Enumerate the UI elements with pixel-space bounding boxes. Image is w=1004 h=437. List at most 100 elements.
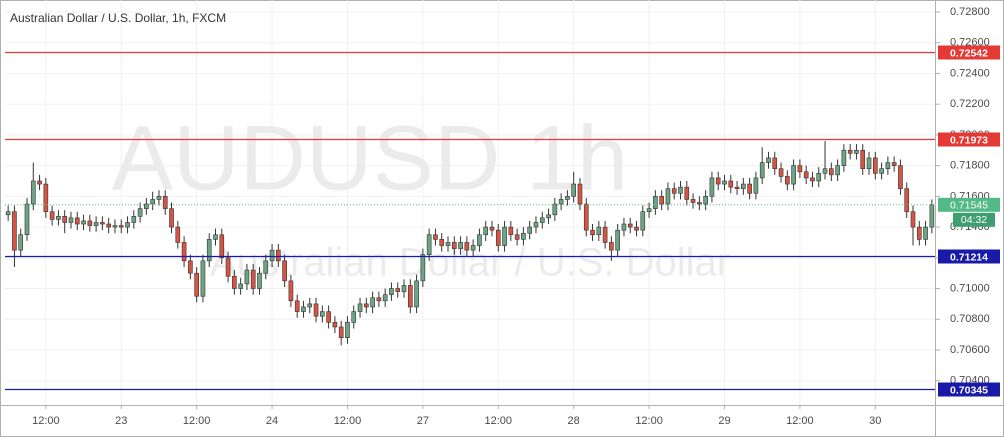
candle-body: [898, 165, 903, 189]
candle-body: [24, 203, 30, 236]
last-price-label: 0.71545: [950, 200, 988, 212]
level-label: 0.70345: [950, 384, 988, 396]
candle-body: [357, 303, 363, 312]
candle-body: [125, 222, 130, 228]
level-badge: [938, 382, 1000, 397]
candle-body: [269, 249, 275, 262]
candle-body: [860, 149, 866, 169]
candle-body: [93, 222, 99, 226]
x-tick-label: 28: [568, 415, 580, 427]
candle-body: [822, 168, 828, 174]
candle-body: [728, 180, 734, 188]
candle-body: [150, 199, 155, 205]
level-label: 0.71973: [950, 134, 988, 146]
candle-body: [238, 283, 243, 289]
candle-body: [583, 203, 589, 231]
candle-body: [640, 211, 646, 231]
candle-body: [213, 234, 218, 240]
candle-body: [74, 217, 80, 225]
candle-body: [370, 297, 375, 308]
candle-body: [854, 149, 859, 154]
candle-body: [144, 203, 149, 209]
candle-body: [131, 216, 137, 223]
candle-body: [162, 196, 168, 209]
candle-body: [282, 260, 287, 282]
candle-body: [841, 149, 847, 166]
candle-body: [225, 257, 231, 277]
candle-body: [521, 232, 526, 240]
candle-body: [690, 199, 696, 203]
candle-body: [916, 226, 922, 240]
marks: [5, 51, 935, 391]
candle-body: [445, 242, 451, 246]
candle-body: [552, 203, 558, 216]
candle-body: [100, 222, 105, 225]
candle-body: [709, 177, 715, 197]
candle-body: [200, 260, 206, 297]
candle-body: [407, 285, 413, 308]
candle-body: [539, 217, 545, 223]
candle-body: [866, 157, 872, 169]
candle-body: [382, 294, 388, 302]
candle-body: [659, 196, 664, 205]
candle-body: [891, 162, 897, 166]
candle-body: [753, 177, 759, 194]
candle-body: [533, 222, 539, 228]
x-tick-label: 12:00: [32, 415, 60, 427]
y-tick-label: 0.72800: [950, 6, 990, 18]
candle-body: [759, 162, 765, 179]
candle-body: [464, 242, 470, 251]
candle-body: [508, 226, 514, 236]
candle-body: [810, 177, 815, 182]
candle-body: [797, 165, 803, 173]
candle-body: [37, 180, 42, 185]
candle-body: [577, 183, 583, 205]
level-badge: [938, 132, 1000, 147]
x-tick-label: 29: [718, 415, 730, 427]
level-label: 0.71214: [950, 251, 988, 263]
candle-body: [910, 211, 916, 228]
candle-body: [514, 234, 520, 240]
level-badge: [938, 45, 1000, 60]
candle-body: [326, 311, 331, 323]
x-tick-label: 12:00: [334, 415, 362, 427]
x-tick-label: 12:00: [485, 415, 513, 427]
x-tick-label: 12:00: [635, 415, 663, 427]
candle-body: [332, 322, 338, 328]
candle-body: [791, 165, 796, 185]
level-badge: [938, 249, 1000, 264]
candle-body: [244, 269, 250, 285]
candle-body: [451, 242, 457, 249]
candle-body: [294, 300, 300, 312]
candle-body: [5, 211, 11, 216]
candle-body: [477, 234, 482, 246]
candle-body: [565, 196, 570, 200]
candle-body: [923, 226, 928, 240]
candle-body: [929, 204, 935, 228]
candle-body: [414, 280, 419, 308]
level-label: 0.72542: [950, 47, 988, 59]
candle-body: [495, 229, 501, 246]
axes: 0.728000.726000.724000.722000.720000.718…: [32, 6, 1000, 427]
x-tick-label: 24: [266, 415, 278, 427]
candle-body: [747, 183, 752, 194]
candle-body: [206, 239, 212, 262]
candle-body: [470, 245, 476, 251]
candle-body: [219, 234, 225, 259]
candle-body: [665, 188, 671, 205]
candle-body: [263, 260, 269, 274]
candle-body: [156, 196, 162, 200]
candle-body: [678, 186, 683, 194]
candle-body: [30, 180, 36, 205]
candle-body: [879, 168, 884, 174]
candle-body: [175, 226, 181, 243]
candle-body: [458, 242, 463, 249]
candle-body: [785, 176, 790, 185]
candle-body: [489, 226, 495, 231]
candle-body: [646, 208, 652, 213]
candle-body: [81, 220, 86, 225]
candle-body: [351, 311, 357, 323]
candle-body: [376, 297, 382, 302]
